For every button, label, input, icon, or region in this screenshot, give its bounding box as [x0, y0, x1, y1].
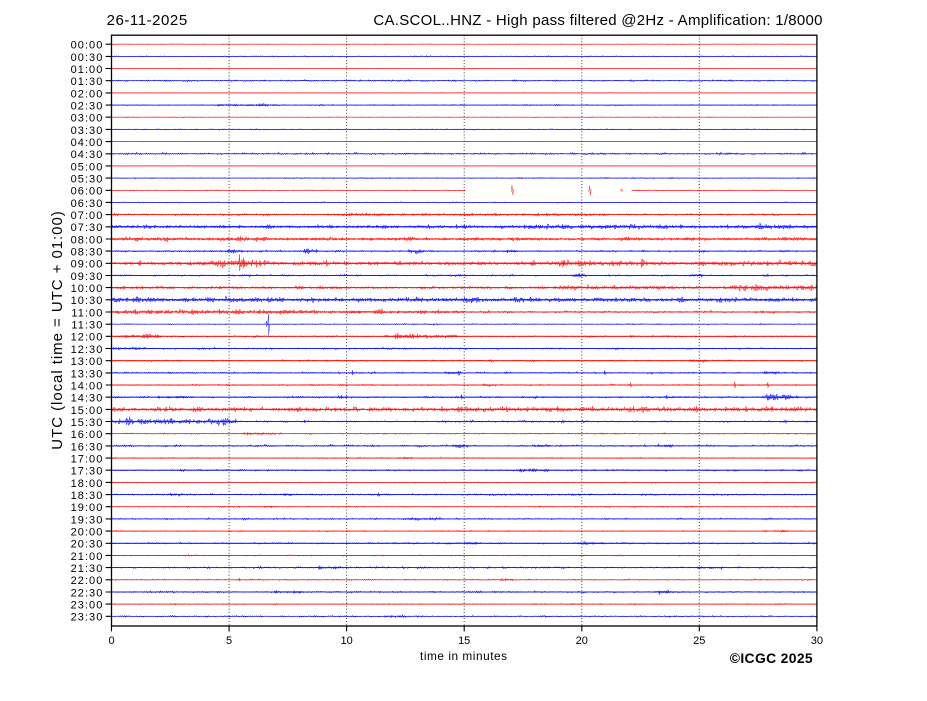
svg-text:18:30: 18:30 [71, 490, 104, 502]
svg-text:01:00: 01:00 [71, 64, 104, 76]
svg-text:UTC (local time = UTC + 01:00): UTC (local time = UTC + 01:00) [49, 210, 66, 449]
svg-text:01:30: 01:30 [71, 76, 104, 88]
svg-text:11:30: 11:30 [71, 320, 103, 332]
svg-text:19:30: 19:30 [71, 514, 104, 526]
svg-text:13:00: 13:00 [71, 356, 104, 368]
svg-text:09:00: 09:00 [71, 259, 104, 271]
svg-text:16:30: 16:30 [71, 441, 104, 453]
svg-text:20:30: 20:30 [71, 539, 104, 551]
svg-text:09:30: 09:30 [71, 271, 104, 283]
svg-text:18:00: 18:00 [71, 478, 104, 490]
svg-text:5: 5 [226, 635, 232, 647]
svg-text:14:00: 14:00 [71, 380, 104, 392]
svg-text:11:00: 11:00 [71, 307, 103, 319]
svg-text:04:30: 04:30 [71, 149, 104, 161]
svg-text:12:00: 12:00 [71, 332, 104, 344]
svg-text:23:30: 23:30 [71, 612, 104, 624]
svg-text:08:30: 08:30 [71, 247, 104, 259]
svg-text:23:00: 23:00 [71, 600, 104, 612]
svg-text:15:00: 15:00 [71, 405, 104, 417]
svg-text:05:30: 05:30 [71, 174, 104, 186]
svg-text:time in minutes: time in minutes [420, 649, 508, 663]
svg-text:02:00: 02:00 [71, 88, 104, 100]
svg-text:25: 25 [693, 635, 705, 647]
svg-text:17:30: 17:30 [71, 466, 104, 478]
svg-text:21:30: 21:30 [71, 563, 104, 575]
svg-text:30: 30 [811, 635, 823, 647]
svg-text:00:00: 00:00 [71, 40, 104, 52]
svg-text:22:30: 22:30 [71, 587, 104, 599]
svg-text:10:00: 10:00 [71, 283, 104, 295]
svg-text:06:30: 06:30 [71, 198, 104, 210]
svg-text:06:00: 06:00 [71, 186, 104, 198]
svg-text:15: 15 [458, 635, 470, 647]
svg-text:12:30: 12:30 [71, 344, 104, 356]
svg-text:10:30: 10:30 [71, 295, 104, 307]
svg-text:14:30: 14:30 [71, 393, 104, 405]
svg-text:16:00: 16:00 [71, 429, 104, 441]
svg-text:03:30: 03:30 [71, 125, 104, 137]
svg-text:CA.SCOL..HNZ - High pass filte: CA.SCOL..HNZ - High pass filtered @2Hz -… [373, 12, 822, 29]
svg-text:©ICGC 2025: ©ICGC 2025 [730, 650, 813, 666]
svg-text:08:00: 08:00 [71, 234, 104, 246]
svg-text:0: 0 [108, 635, 114, 647]
svg-text:17:00: 17:00 [71, 454, 104, 466]
svg-text:05:00: 05:00 [71, 161, 104, 173]
svg-text:20:00: 20:00 [71, 527, 104, 539]
svg-text:22:00: 22:00 [71, 575, 104, 587]
svg-text:19:00: 19:00 [71, 502, 104, 514]
svg-text:13:30: 13:30 [71, 368, 104, 380]
svg-text:20: 20 [576, 635, 588, 647]
svg-text:04:00: 04:00 [71, 137, 104, 149]
svg-text:15:30: 15:30 [71, 417, 104, 429]
svg-text:10: 10 [340, 635, 352, 647]
svg-text:00:30: 00:30 [71, 52, 104, 64]
svg-text:26-11-2025: 26-11-2025 [107, 12, 188, 29]
svg-text:21:00: 21:00 [71, 551, 104, 563]
svg-text:07:00: 07:00 [71, 210, 104, 222]
svg-text:07:30: 07:30 [71, 222, 104, 234]
svg-text:03:00: 03:00 [71, 113, 104, 125]
svg-text:02:30: 02:30 [71, 101, 104, 113]
